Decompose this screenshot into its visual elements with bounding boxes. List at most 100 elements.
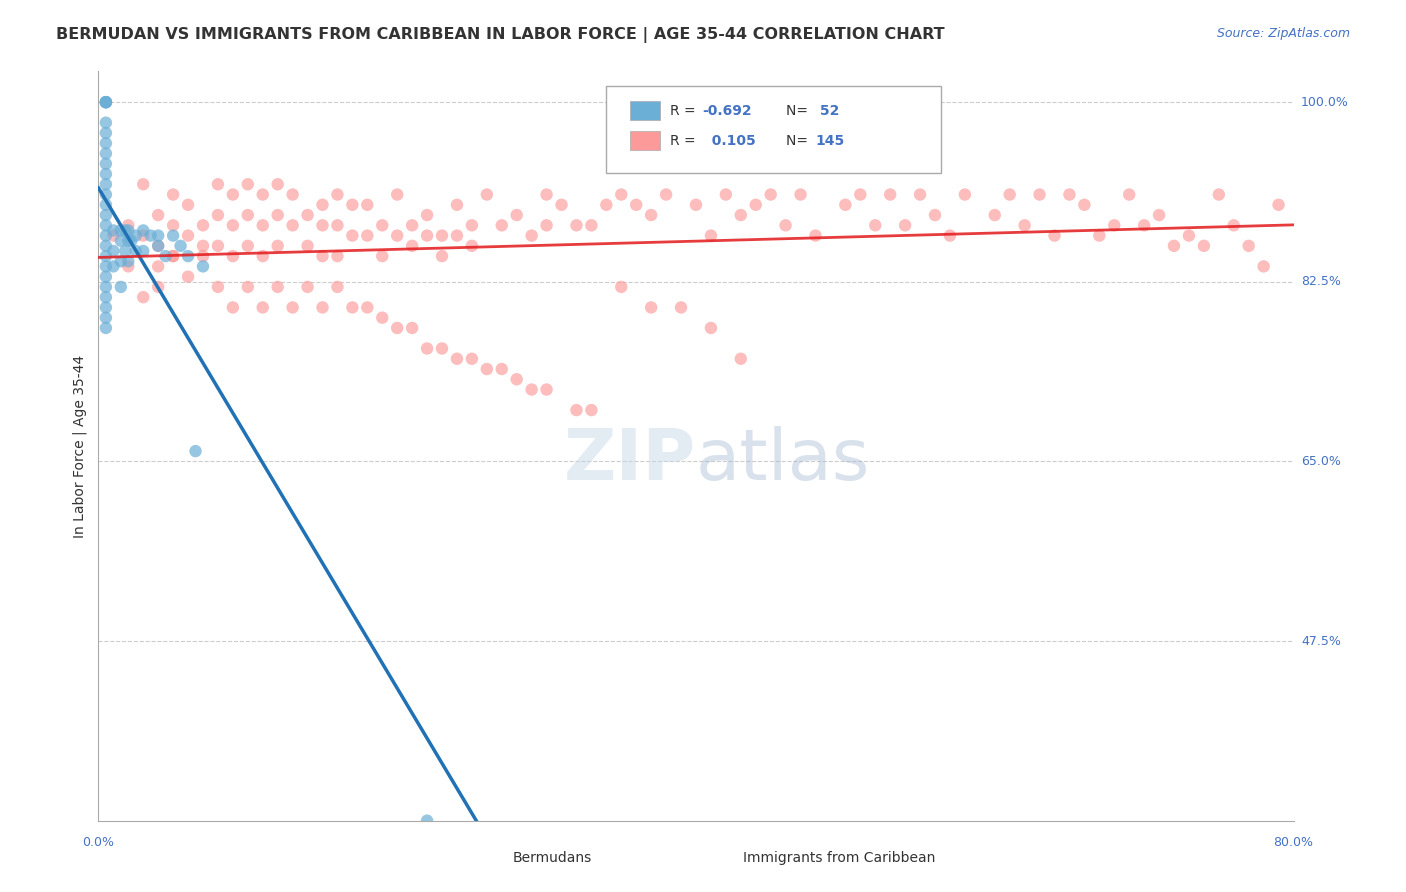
Text: N=: N= <box>786 103 813 118</box>
Point <box>1163 239 1185 253</box>
Text: R =: R = <box>669 134 700 148</box>
Point <box>191 219 214 233</box>
Point <box>1118 187 1140 202</box>
Point <box>669 301 692 315</box>
Point <box>148 228 170 243</box>
Point <box>132 228 155 243</box>
Point <box>416 814 439 828</box>
Point <box>416 208 439 222</box>
Point <box>446 228 468 243</box>
Point <box>1104 219 1126 233</box>
Point <box>94 280 117 294</box>
Point <box>834 198 856 212</box>
Point <box>139 228 162 243</box>
Point <box>416 342 439 356</box>
Point <box>117 234 139 248</box>
Point <box>506 208 529 222</box>
Point <box>879 187 901 202</box>
Point <box>110 280 132 294</box>
Y-axis label: In Labor Force | Age 35-44: In Labor Force | Age 35-44 <box>73 354 87 538</box>
Point <box>342 228 364 243</box>
Point <box>252 301 274 315</box>
Point <box>148 208 170 222</box>
Point <box>371 310 394 325</box>
Point <box>103 260 125 274</box>
Point <box>356 301 378 315</box>
Point <box>162 249 184 263</box>
Point <box>1223 219 1246 233</box>
Text: 65.0%: 65.0% <box>1301 455 1341 468</box>
Point <box>1133 219 1156 233</box>
Point <box>700 228 723 243</box>
Point <box>1147 208 1170 222</box>
Point <box>94 95 117 110</box>
Point <box>311 301 333 315</box>
Point <box>148 239 170 253</box>
Point <box>222 187 245 202</box>
FancyBboxPatch shape <box>470 843 502 862</box>
Text: Source: ZipAtlas.com: Source: ZipAtlas.com <box>1216 27 1350 40</box>
Point <box>610 187 633 202</box>
Text: 0.0%: 0.0% <box>83 836 114 849</box>
Text: -0.692: -0.692 <box>702 103 752 118</box>
Point <box>461 239 484 253</box>
Point <box>94 178 117 192</box>
Point <box>446 351 468 366</box>
Point <box>162 228 184 243</box>
Point <box>461 219 484 233</box>
Point <box>536 219 558 233</box>
Point <box>536 187 558 202</box>
Point <box>191 249 214 263</box>
Text: ZIP: ZIP <box>564 426 696 495</box>
Point <box>222 249 245 263</box>
Point <box>491 362 513 376</box>
FancyBboxPatch shape <box>630 131 661 150</box>
Point <box>94 198 117 212</box>
Point <box>1043 228 1066 243</box>
Point <box>103 244 125 258</box>
Point <box>125 244 148 258</box>
Point <box>595 198 617 212</box>
Point <box>94 228 117 243</box>
Point <box>94 126 117 140</box>
Point <box>94 310 117 325</box>
Point <box>110 234 132 248</box>
Point <box>267 280 290 294</box>
Point <box>207 178 229 192</box>
Point <box>1192 239 1215 253</box>
Point <box>184 444 207 458</box>
Point <box>110 223 132 237</box>
Point <box>311 198 333 212</box>
Point <box>94 301 117 315</box>
Point <box>94 321 117 335</box>
Point <box>207 208 229 222</box>
Point <box>804 228 827 243</box>
Point <box>342 301 364 315</box>
Point <box>148 260 170 274</box>
Point <box>326 219 349 233</box>
Point <box>132 178 155 192</box>
Text: Immigrants from Caribbean: Immigrants from Caribbean <box>744 851 935 864</box>
Text: 52: 52 <box>815 103 839 118</box>
Point <box>252 249 274 263</box>
Point <box>1253 260 1275 274</box>
Point <box>520 383 543 397</box>
Point <box>222 301 245 315</box>
Point <box>385 228 409 243</box>
Point <box>610 280 633 294</box>
Text: BERMUDAN VS IMMIGRANTS FROM CARIBBEAN IN LABOR FORCE | AGE 35-44 CORRELATION CHA: BERMUDAN VS IMMIGRANTS FROM CARIBBEAN IN… <box>56 27 945 43</box>
Point <box>550 198 572 212</box>
Point <box>252 219 274 233</box>
Point <box>371 219 394 233</box>
Point <box>475 187 498 202</box>
Point <box>94 157 117 171</box>
Text: 47.5%: 47.5% <box>1301 634 1341 648</box>
Point <box>640 208 662 222</box>
Point <box>94 95 117 110</box>
Point <box>430 342 453 356</box>
Point <box>939 228 962 243</box>
Point <box>94 239 117 253</box>
Point <box>120 234 142 248</box>
Point <box>1208 187 1230 202</box>
Point <box>148 280 170 294</box>
